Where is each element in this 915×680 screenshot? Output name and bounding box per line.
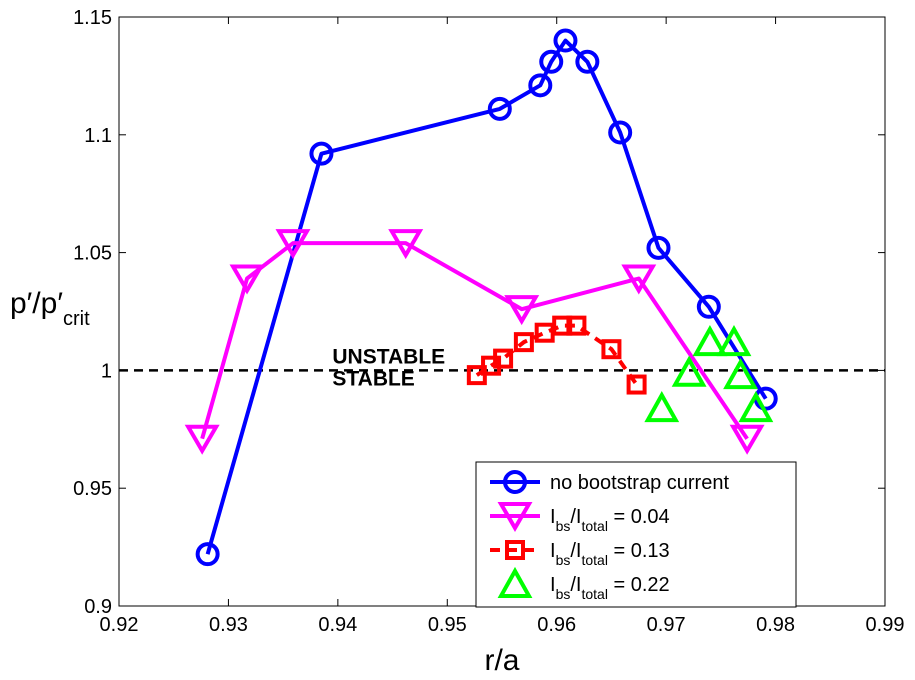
data-point [528,73,553,98]
annotations: UNSTABLE STABLE [332,345,445,390]
y-axis-label-main: p′/p′ [10,287,63,320]
legend-label-part: = 0.04 [608,506,670,528]
legend-marker [503,470,527,494]
data-point [566,315,587,336]
y-axis-label-sub: crit [63,308,90,330]
y-tick-label: 1.15 [73,7,112,29]
data-point [309,141,334,166]
legend-entry: Ibs/Itotal = 0.04 [490,502,670,534]
annotation-stable: STABLE [332,368,414,391]
data-point [696,294,721,319]
legend-marker [505,540,525,560]
legend-label-part: total [581,552,607,568]
data-point [575,49,600,74]
x-tick-label: 0.98 [756,614,795,636]
axis-ticks: 0.92 0.93 0.94 0.95 0.96 0.97 0.98 0.99 0.9 0.95 1… [73,7,904,636]
series-2 [466,315,647,395]
series-1 [184,229,765,455]
legend-label-part: bs [556,552,571,568]
data-point [487,96,512,121]
data-point [608,120,633,145]
legend-label-part: bs [556,586,571,602]
y-tick-label: 1.05 [73,243,112,265]
data-point [493,348,514,369]
series-0 [195,28,778,567]
legend-entry: no bootstrap current [490,470,729,494]
legend-label-part: = 0.13 [608,540,670,562]
data-point [388,229,424,260]
series-group [184,28,778,567]
x-tick-label: 0.97 [647,614,686,636]
annotation-unstable: UNSTABLE [332,345,445,368]
y-tick-label: 1.1 [84,125,112,147]
data-point [716,325,752,357]
data-point [626,374,647,395]
legend-label: Ibs/Itotal = 0.22 [550,574,670,602]
data-point [671,355,707,387]
y-tick-label: 0.9 [84,596,112,618]
x-tick-label: 0.95 [428,614,467,636]
data-point [692,325,728,357]
data-point [644,391,680,423]
data-point [539,49,564,74]
y-axis-label: p′/p′crit [10,287,90,330]
data-point [646,235,671,260]
legend-label: no bootstrap current [550,472,729,494]
legend-label-part: total [581,518,607,534]
legend-entry: Ibs/Itotal = 0.22 [497,566,670,602]
x-tick-label: 0.96 [537,614,576,636]
x-tick-label: 0.93 [209,614,248,636]
legend-label-part: total [581,586,607,602]
data-point [504,295,540,326]
legend-marker [497,566,533,598]
x-tick-label: 0.92 [100,614,139,636]
data-point [184,424,220,455]
data-point [553,28,578,53]
legend-label-part: I [550,506,556,528]
legend-label-part: /I [570,574,581,596]
legend-label-part: /I [570,540,581,562]
legend-label-part: bs [556,518,571,534]
x-tick-label: 0.94 [318,614,357,636]
data-point [601,339,622,360]
y-tick-label: 0.95 [73,478,112,500]
data-point [229,264,265,295]
legend-marker [497,502,533,532]
data-point [621,264,657,295]
data-point [195,542,220,567]
legend-label: Ibs/Itotal = 0.04 [550,506,670,534]
series-3 [644,325,774,423]
data-point [275,229,311,260]
legend-label-part: /I [570,506,581,528]
legend-label-part: I [550,540,556,562]
legend-label-part: I [550,574,556,596]
legend-entry: Ibs/Itotal = 0.13 [490,540,670,568]
data-point [513,332,534,353]
data-point [723,358,758,390]
x-axis-label: r/a [484,644,519,677]
legend-box [475,461,797,608]
data-point [738,391,774,423]
legend-label-part: = 0.22 [608,574,670,596]
data-point [729,424,765,455]
series-line [200,241,749,440]
legend-label: Ibs/Itotal = 0.13 [550,540,670,568]
y-tick-label: 1 [101,360,112,382]
series-line [205,38,768,555]
x-tick-label: 0.99 [866,614,905,636]
